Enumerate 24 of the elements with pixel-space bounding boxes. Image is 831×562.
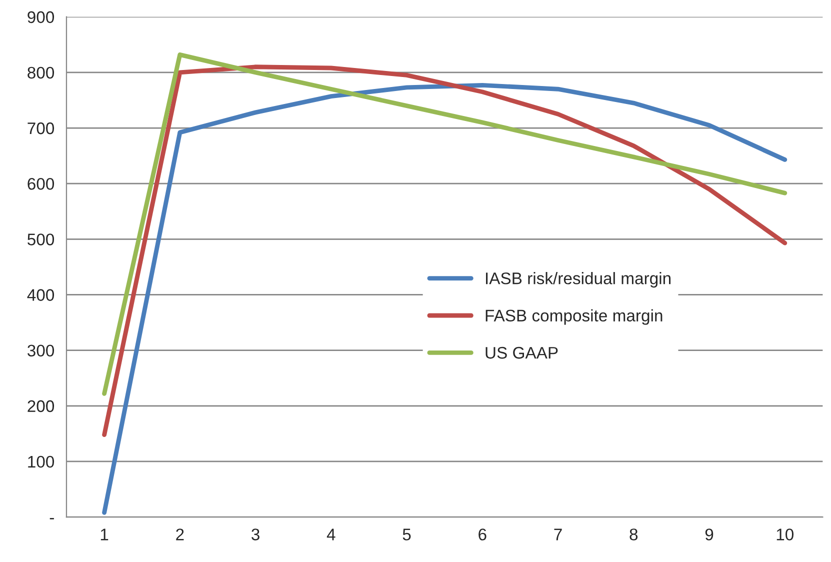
x-tick-label: 4	[326, 528, 336, 540]
y-tick-label: 100	[28, 456, 54, 468]
y-tick-label: 500	[28, 234, 54, 246]
x-tick-label: 3	[252, 528, 260, 540]
y-tick-label: 300	[28, 344, 54, 357]
y-tick-label: 400	[27, 289, 54, 301]
y-tick-label: 700	[28, 122, 54, 134]
x-tick-label: 1	[100, 528, 108, 540]
legend-label: FASB composite margin	[486, 309, 662, 325]
x-tick-label: 5	[402, 528, 411, 540]
y-tick-label: 900	[28, 11, 54, 24]
x-tick-label: 2	[176, 528, 184, 540]
x-tick-label: 10	[776, 528, 794, 540]
x-tick-label: 6	[478, 528, 486, 540]
x-tick-label: 8	[630, 528, 638, 540]
x-tick-label: 7	[554, 528, 562, 540]
y-tick-label: 200	[28, 400, 54, 412]
x-tick-label: 9	[705, 528, 714, 540]
y-tick-label: 800	[28, 66, 54, 79]
line-series	[102, 82, 788, 515]
y-tick-label: 600	[28, 178, 54, 190]
legend-label: IASB risk/residual margin	[486, 272, 670, 288]
legend-label: US GAAP	[486, 346, 558, 359]
y-tick-label: -	[50, 518, 54, 520]
